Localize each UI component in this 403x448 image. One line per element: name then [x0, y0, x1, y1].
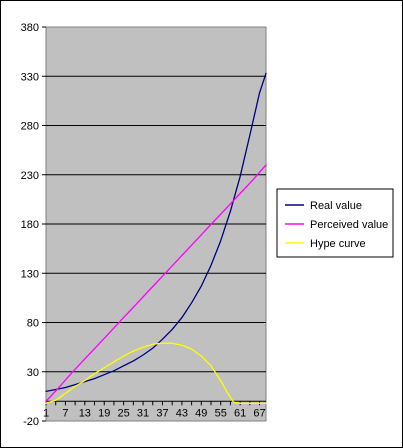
series-line-hype-curve — [45, 342, 267, 404]
legend: Real value Perceived value Hype curve — [276, 188, 394, 258]
x-tick-label: 55 — [215, 407, 227, 419]
x-tick-label: 67 — [253, 407, 265, 419]
y-tick-label: 180 — [21, 219, 39, 231]
y-tick-label: 380 — [21, 22, 39, 34]
x-tick-label: 13 — [79, 407, 91, 419]
x-tick-label: 7 — [62, 407, 68, 419]
series-line-perceived-value — [45, 164, 267, 402]
legend-label: Perceived value — [310, 219, 388, 231]
y-tick-label: -20 — [23, 416, 39, 428]
legend-label: Hype curve — [310, 238, 366, 250]
y-tick-label: 130 — [21, 268, 39, 280]
y-tick-label: 280 — [21, 121, 39, 133]
x-tick-label: 25 — [118, 407, 130, 419]
x-tick-label: 31 — [137, 407, 149, 419]
x-tick-label: 49 — [195, 407, 207, 419]
x-tick-label: 1 — [43, 407, 49, 419]
y-tick-label: 80 — [27, 318, 39, 330]
x-tick-label: 37 — [156, 407, 168, 419]
y-tick-label: 330 — [21, 71, 39, 83]
y-tick-label: 30 — [27, 367, 39, 379]
x-tick-label: 43 — [176, 407, 188, 419]
series-lines — [45, 72, 267, 404]
grid-lines — [46, 75, 266, 373]
legend-label: Real value — [310, 200, 362, 212]
x-axis: 1 7 13 19 25 31 37 43 49 55 61 67 — [43, 400, 266, 419]
y-tick-label: 230 — [21, 170, 39, 182]
x-tick-label: 61 — [234, 407, 246, 419]
x-tick-label: 19 — [98, 407, 110, 419]
legend-box — [276, 188, 394, 258]
y-axis: -20 30 80 130 180 230 280 330 380 — [21, 22, 46, 428]
